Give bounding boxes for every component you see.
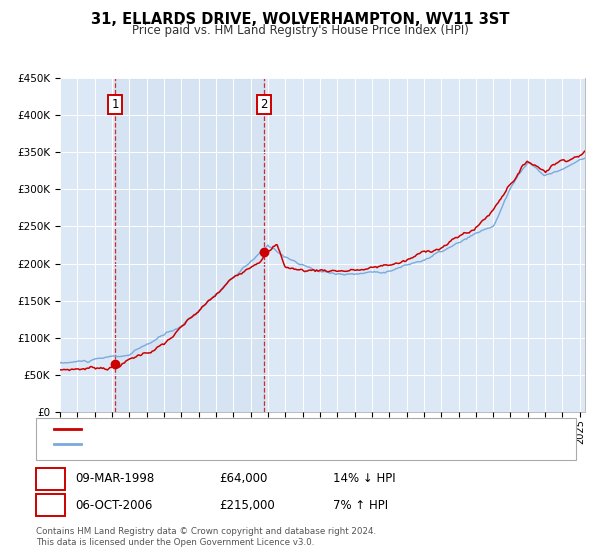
Text: This data is licensed under the Open Government Licence v3.0.: This data is licensed under the Open Gov… [36,538,314,547]
Text: 1: 1 [46,472,55,486]
Text: 31, ELLARDS DRIVE, WOLVERHAMPTON, WV11 3ST (detached house): 31, ELLARDS DRIVE, WOLVERHAMPTON, WV11 3… [84,424,443,434]
Text: Price paid vs. HM Land Registry's House Price Index (HPI): Price paid vs. HM Land Registry's House … [131,24,469,37]
Text: 06-OCT-2006: 06-OCT-2006 [75,498,152,512]
Text: £64,000: £64,000 [219,472,268,486]
Bar [115,78,264,412]
Text: 2: 2 [46,498,55,512]
Text: Contains HM Land Registry data © Crown copyright and database right 2024.: Contains HM Land Registry data © Crown c… [36,528,376,536]
Text: 14% ↓ HPI: 14% ↓ HPI [333,472,395,486]
Text: 7% ↑ HPI: 7% ↑ HPI [333,498,388,512]
Text: 31, ELLARDS DRIVE, WOLVERHAMPTON, WV11 3ST: 31, ELLARDS DRIVE, WOLVERHAMPTON, WV11 3… [91,12,509,27]
Text: £215,000: £215,000 [219,498,275,512]
Text: HPI: Average price, detached house, Wolverhampton: HPI: Average price, detached house, Wolv… [84,439,359,449]
Text: 2: 2 [260,98,268,111]
Text: 1: 1 [112,98,119,111]
Text: 09-MAR-1998: 09-MAR-1998 [75,472,154,486]
